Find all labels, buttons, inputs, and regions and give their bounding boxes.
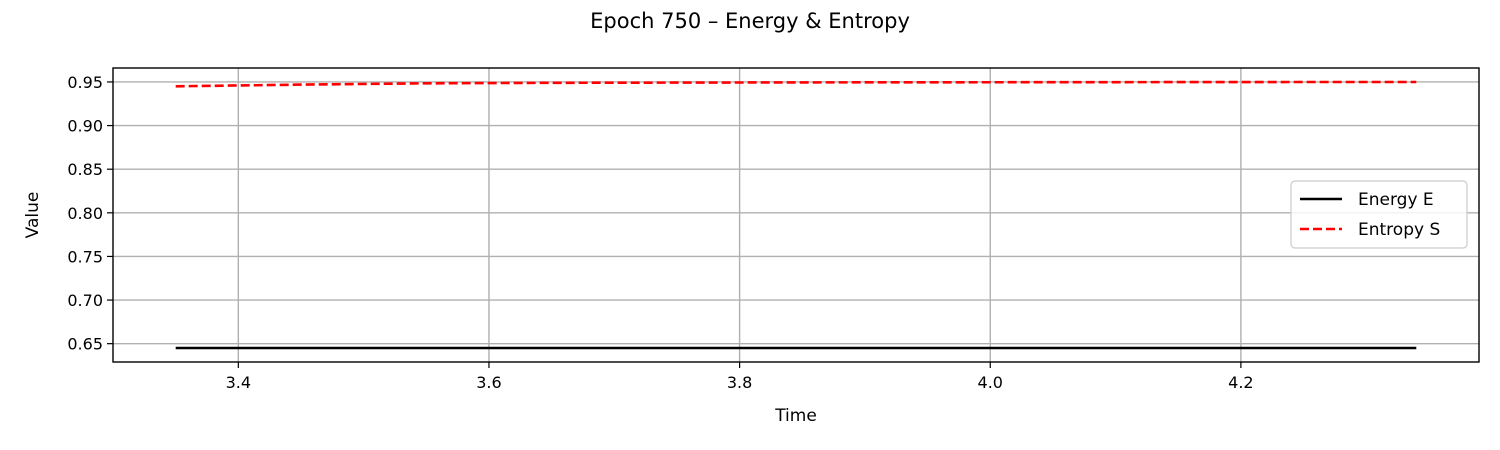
y-tick-label: 0.90 bbox=[67, 117, 103, 136]
chart-title: Epoch 750 – Energy & Entropy bbox=[590, 9, 910, 33]
x-tick-label: 3.6 bbox=[476, 373, 501, 392]
x-axis-ticks: 3.4 3.6 3.8 4.0 4.2 bbox=[226, 362, 1254, 392]
x-tick-label: 4.0 bbox=[978, 373, 1003, 392]
y-axis-ticks: 0.65 0.70 0.75 0.80 0.85 0.90 0.95 bbox=[67, 73, 113, 354]
x-tick-label: 3.4 bbox=[226, 373, 251, 392]
grid bbox=[113, 68, 1479, 362]
y-tick-label: 0.65 bbox=[67, 335, 103, 354]
x-tick-label: 4.2 bbox=[1228, 373, 1253, 392]
y-tick-label: 0.85 bbox=[67, 160, 103, 179]
plot-frame bbox=[112, 67, 1480, 363]
legend-label: Energy E bbox=[1358, 190, 1434, 210]
x-tick-label: 3.8 bbox=[727, 373, 752, 392]
y-tick-label: 0.80 bbox=[67, 204, 103, 223]
series-line-entropy bbox=[175, 80, 1417, 88]
y-axis-label: Value bbox=[23, 192, 43, 239]
legend: Energy E Entropy S bbox=[1290, 180, 1468, 249]
series-layer bbox=[175, 80, 1417, 350]
y-tick-label: 0.95 bbox=[67, 73, 103, 92]
y-tick-label: 0.70 bbox=[67, 291, 103, 310]
y-tick-label: 0.75 bbox=[67, 247, 103, 266]
legend-label: Entropy S bbox=[1358, 220, 1440, 240]
x-axis-label: Time bbox=[774, 406, 817, 426]
